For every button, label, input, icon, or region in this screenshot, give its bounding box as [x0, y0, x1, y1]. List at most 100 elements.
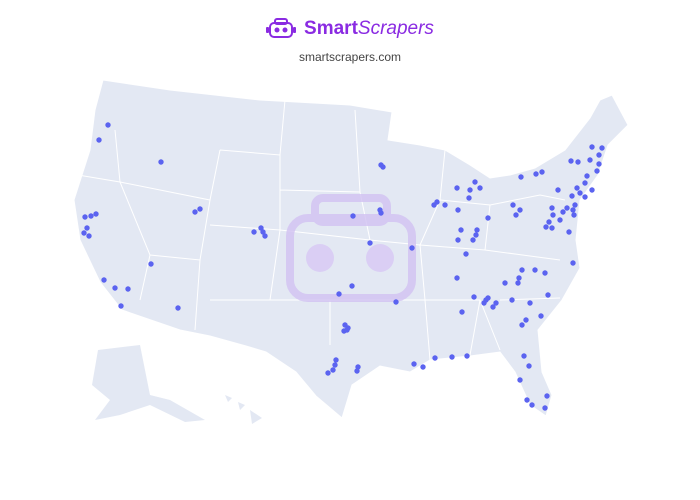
location-dot-icon [260, 229, 266, 235]
location-dot-icon [550, 212, 556, 218]
location-dot-icon [545, 292, 551, 298]
location-dot-icon [101, 277, 107, 283]
location-dot-icon [519, 322, 525, 328]
logo: SmartScrapers [0, 18, 700, 40]
location-dot-icon [490, 304, 496, 310]
location-dot-icon [197, 206, 203, 212]
location-dot-icon [471, 294, 477, 300]
location-dot-icon [543, 224, 549, 230]
location-dot-icon [473, 232, 479, 238]
location-dot-icon [485, 215, 491, 221]
location-dot-icon [596, 161, 602, 167]
location-dot-icon [523, 317, 529, 323]
location-dot-icon [542, 405, 548, 411]
location-dot-icon [112, 285, 118, 291]
location-dot-icon [350, 213, 356, 219]
location-dot-icon [349, 283, 355, 289]
location-dot-icon [118, 303, 124, 309]
location-dot-icon [367, 240, 373, 246]
location-dot-icon [251, 229, 257, 235]
location-dot-icon [432, 355, 438, 361]
location-dot-icon [526, 363, 532, 369]
location-dot-icon [434, 199, 440, 205]
location-dot-icon [442, 202, 448, 208]
location-dot-icon [517, 377, 523, 383]
robot-logo-icon [266, 18, 297, 38]
location-dot-icon [258, 225, 264, 231]
location-dot-icon [587, 157, 593, 163]
location-dot-icon [420, 364, 426, 370]
location-dot-icon [546, 219, 552, 225]
location-dot-icon [458, 227, 464, 233]
location-dot-icon [158, 159, 164, 165]
location-dot-icon [378, 210, 384, 216]
location-dot-icon [568, 158, 574, 164]
location-dot-icon [125, 286, 131, 292]
location-dot-icon [589, 187, 595, 193]
location-dot-icon [599, 145, 605, 151]
location-dot-icon [84, 225, 90, 231]
location-dot-icon [566, 229, 572, 235]
alaska [92, 345, 205, 422]
location-dot-icon [105, 122, 111, 128]
location-dot-icon [459, 309, 465, 315]
location-dot-icon [88, 213, 94, 219]
location-dot-icon [472, 179, 478, 185]
location-dot-icon [467, 187, 473, 193]
location-dot-icon [192, 209, 198, 215]
location-dot-icon [393, 299, 399, 305]
location-dot-icon [82, 214, 88, 220]
hawaii [225, 395, 262, 424]
location-dot-icon [333, 357, 339, 363]
location-dot-icon [549, 205, 555, 211]
location-dot-icon [529, 402, 535, 408]
location-dot-icon [518, 174, 524, 180]
location-dot-icon [449, 354, 455, 360]
location-dot-icon [262, 233, 268, 239]
location-dot-icon [584, 173, 590, 179]
location-dot-icon [454, 185, 460, 191]
location-dot-icon [564, 205, 570, 211]
location-dot-icon [515, 280, 521, 286]
location-dot-icon [570, 207, 576, 213]
location-dot-icon [582, 194, 588, 200]
location-dot-icon [81, 230, 87, 236]
location-dot-icon [519, 267, 525, 273]
location-dot-icon [570, 260, 576, 266]
location-dot-icon [485, 295, 491, 301]
watermark-logo-icon [286, 194, 416, 302]
location-dot-icon [575, 159, 581, 165]
location-dot-icon [86, 233, 92, 239]
location-dot-icon [509, 297, 515, 303]
location-dot-icon [582, 180, 588, 186]
location-dot-icon [354, 368, 360, 374]
location-dot-icon [557, 217, 563, 223]
location-dot-icon [148, 261, 154, 267]
location-dot-icon [411, 361, 417, 367]
location-dot-icon [560, 209, 566, 215]
location-dot-icon [330, 367, 336, 373]
location-dot-icon [572, 202, 578, 208]
location-dot-icon [466, 195, 472, 201]
location-dot-icon [542, 270, 548, 276]
land [73, 79, 629, 424]
location-dot-icon [502, 280, 508, 286]
location-dot-icon [544, 393, 550, 399]
location-dot-icon [577, 190, 583, 196]
location-dot-icon [549, 225, 555, 231]
site-url: smartscrapers.com [298, 50, 402, 64]
location-dot-icon [555, 187, 561, 193]
location-dot-icon [524, 397, 530, 403]
location-dot-icon [96, 137, 102, 143]
location-dot-icon [539, 169, 545, 175]
location-dot-icon [470, 237, 476, 243]
location-markers [81, 122, 605, 411]
location-dot-icon [532, 267, 538, 273]
location-dot-icon [344, 327, 350, 333]
location-dot-icon [463, 251, 469, 257]
location-dot-icon [380, 164, 386, 170]
location-dot-icon [533, 171, 539, 177]
location-dot-icon [336, 291, 342, 297]
location-dot-icon [521, 353, 527, 359]
location-dot-icon [93, 211, 99, 217]
